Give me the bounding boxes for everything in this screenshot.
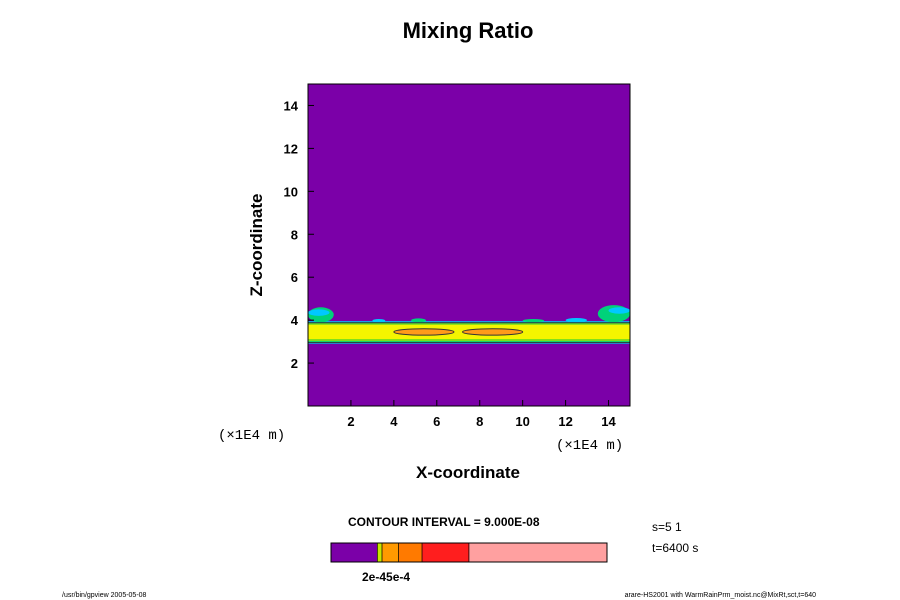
s-info: s=5 1 (652, 520, 682, 534)
y-tick-label-1: 4 (291, 313, 299, 328)
x-tick-label-5: 12 (558, 414, 572, 429)
mixing-layer (308, 305, 631, 344)
x-axis-ticks: 2 4 6 8 10 12 14 (347, 400, 617, 429)
x-tick-label-1: 4 (390, 414, 398, 429)
footer-right: arare-HS2001 with WarmRainPrm_moist.nc@M… (625, 592, 817, 599)
colorbar-frame (330, 542, 608, 563)
edge-blob-3 (608, 307, 630, 314)
plot-area (307, 83, 631, 407)
colorbar-segment-2 (381, 542, 399, 563)
edge-blob-4 (372, 319, 386, 323)
edge-blob-2 (597, 305, 631, 323)
core-lobe-0 (393, 328, 455, 336)
edge-blob-1 (308, 309, 330, 316)
core-lobe-1 (462, 328, 524, 336)
y-tick-label-2: 6 (291, 270, 298, 285)
y-tick-label-6: 14 (284, 98, 299, 113)
x-tick-label-2: 6 (433, 414, 440, 429)
y-axis-label: Z-coordinate (247, 194, 266, 297)
x-unit-label: (×1E4 m) (556, 438, 623, 454)
x-tick-label-0: 2 (347, 414, 354, 429)
x-axis-label: X-coordinate (416, 463, 520, 482)
colorbar-segment-last (468, 542, 608, 563)
y-tick-label-4: 10 (284, 184, 298, 199)
edge-blob-6 (522, 319, 545, 323)
colorbar-segment-1 (377, 542, 383, 563)
t-info: t=6400 s (652, 541, 698, 555)
x-tick-label-6: 14 (601, 414, 616, 429)
colorbar-segment-4 (421, 542, 470, 563)
z-unit-label: (×1E4 m) (218, 428, 285, 444)
x-tick-label-3: 8 (476, 414, 483, 429)
edge-blob-5 (411, 318, 427, 323)
field-background (308, 84, 630, 406)
colorbar-labels: 2e-45e-4 (362, 570, 410, 584)
footer-left: /usr/bin/gpview 2005-05-08 (62, 592, 147, 599)
edge-blob-7 (565, 317, 588, 323)
colorbar-segment-0 (330, 542, 378, 563)
contour-interval: CONTOUR INTERVAL = 9.000E-08 (348, 515, 540, 529)
colorbar-segment-3 (398, 542, 423, 563)
colorbar (330, 542, 608, 563)
plot-frame (307, 83, 631, 407)
y-tick-label-3: 8 (291, 227, 298, 242)
y-tick-label-0: 2 (291, 356, 298, 371)
x-tick-label-4: 10 (515, 414, 529, 429)
y-axis-ticks: 2 4 6 8 10 12 14 (284, 98, 314, 371)
y-tick-label-5: 12 (284, 141, 298, 156)
chart-title: Mixing Ratio (403, 18, 534, 43)
